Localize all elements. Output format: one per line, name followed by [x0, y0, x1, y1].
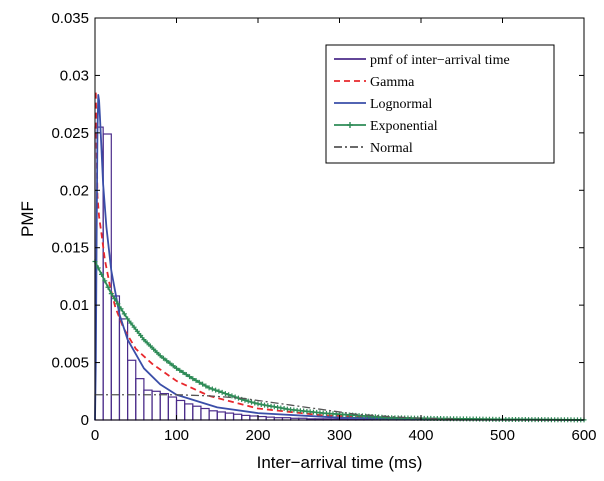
- series-marker: [226, 392, 232, 398]
- series-marker: [138, 332, 144, 338]
- series-marker: [193, 377, 199, 383]
- x-tick-label: 500: [490, 427, 515, 444]
- series-marker: [206, 385, 212, 391]
- y-tick-label: 0.01: [60, 297, 89, 314]
- series-marker: [102, 278, 108, 284]
- x-tick-label: 400: [408, 427, 433, 444]
- series-marker: [99, 271, 105, 277]
- y-tick-label: 0.03: [60, 67, 89, 84]
- legend: pmf of inter−arrival time Gamma Lognormal E…: [325, 44, 555, 164]
- series-marker: [164, 358, 170, 364]
- series-marker: [128, 320, 134, 326]
- series-marker: [125, 316, 131, 322]
- series-marker: [121, 311, 127, 317]
- series-marker: [131, 324, 137, 330]
- series-marker: [219, 389, 225, 395]
- series-marker: [222, 391, 228, 397]
- series-marker: [160, 355, 166, 361]
- y-tick-label: 0.005: [51, 355, 89, 372]
- x-tick-label: 100: [164, 427, 189, 444]
- series-marker: [229, 393, 235, 399]
- series-marker: [200, 381, 206, 387]
- series-marker: [174, 365, 179, 371]
- series-marker: [112, 296, 118, 302]
- series-marker: [105, 284, 111, 290]
- series-marker: [154, 349, 160, 355]
- legend-box: [325, 44, 555, 164]
- x-axis-title: Inter−arrival time (ms): [257, 453, 423, 472]
- series-marker: [118, 306, 124, 312]
- x-tick-label: 0: [91, 427, 99, 444]
- axes: [94, 17, 585, 421]
- series-marker: [157, 353, 163, 359]
- series-marker: [144, 340, 150, 346]
- series-marker: [187, 374, 193, 380]
- series-marker: [248, 399, 254, 405]
- series-marker: [213, 387, 219, 393]
- legend-label: Gamma: [370, 75, 415, 90]
- y-tick-label: 0.02: [60, 182, 89, 199]
- series-marker: [177, 367, 183, 373]
- series-marker: [232, 394, 238, 400]
- y-tick-label: 0.015: [51, 240, 89, 257]
- series-marker: [183, 372, 189, 378]
- series-line-lognormal: [94, 94, 585, 421]
- y-tick-label: 0.025: [51, 125, 89, 142]
- series-marker: [141, 337, 147, 343]
- x-tick-label: 200: [245, 427, 270, 444]
- series-marker: [209, 386, 215, 392]
- series-line-normal: [95, 394, 462, 421]
- series-marker: [167, 360, 173, 366]
- series-marker: [190, 376, 196, 382]
- series-marker: [95, 265, 101, 271]
- y-axis-title: PMF: [18, 201, 37, 237]
- legend-label: pmf of inter−arrival time: [370, 53, 510, 68]
- series-marker: [245, 398, 251, 404]
- series-marker: [252, 400, 258, 406]
- legend-label: Normal: [370, 141, 413, 156]
- x-tick-label: 600: [571, 427, 596, 444]
- series-marker: [151, 346, 157, 352]
- series-marker: [108, 291, 114, 297]
- series-marker: [170, 363, 176, 369]
- tick-labels: 0 100 200 300 400 500 600 0 0.005 0.01 0.015 0.02 0.…: [51, 10, 596, 444]
- y-tick-label: 0.035: [51, 10, 89, 27]
- x-tick-label: 300: [327, 427, 352, 444]
- series-marker: [216, 388, 222, 394]
- series-marker: [196, 379, 202, 385]
- y-tick-label: 0: [81, 412, 89, 429]
- legend-label: Exponential: [370, 119, 438, 134]
- series-marker: [115, 301, 121, 307]
- legend-label: Lognormal: [370, 97, 432, 112]
- legend-marker: [347, 122, 353, 128]
- series-marker: [203, 383, 209, 389]
- series-marker: [134, 328, 140, 334]
- series-marker: [180, 369, 186, 375]
- series-marker: [147, 343, 153, 349]
